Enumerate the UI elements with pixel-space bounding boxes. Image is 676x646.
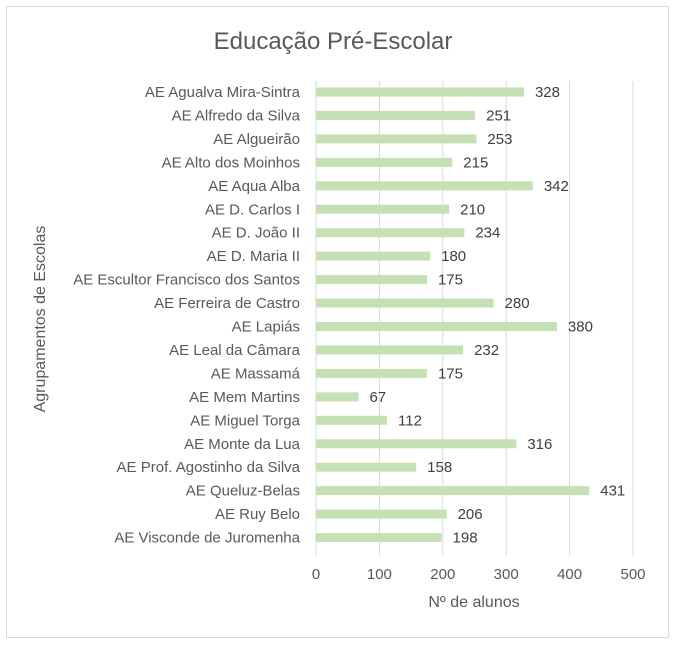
bar (316, 134, 477, 144)
data-label: 180 (441, 248, 466, 265)
data-label: 210 (460, 201, 485, 218)
bar (316, 251, 431, 261)
chart-title: Educação Pré-Escolar (214, 28, 453, 55)
category-label: AE D. Carlos I (205, 201, 300, 218)
category-label: AE Queluz-Belas (186, 483, 300, 500)
data-label: 232 (474, 342, 499, 359)
bar (316, 157, 453, 167)
data-label: 253 (487, 131, 512, 148)
data-label: 328 (535, 84, 560, 101)
data-label: 175 (438, 272, 463, 289)
category-label: AE Leal da Câmara (169, 342, 301, 359)
bar (316, 322, 557, 331)
data-label: 198 (453, 530, 478, 547)
data-label: 112 (398, 412, 422, 429)
bar (316, 486, 590, 496)
bar (316, 509, 447, 519)
category-label: AE Miguel Torga (190, 412, 300, 429)
y-axis-title: Agrupamentos de Escolas (32, 226, 49, 413)
data-label: 67 (369, 389, 386, 406)
bar (316, 298, 494, 308)
category-label: AE Aqua Alba (208, 178, 300, 195)
category-label: AE Algueirão (213, 131, 300, 148)
bar (316, 392, 359, 402)
bar (316, 439, 517, 449)
category-label: AE Ferreira de Castro (154, 295, 300, 312)
category-label: AE Visconde de Juromenha (114, 530, 300, 547)
data-label: 280 (505, 295, 530, 312)
data-label: 380 (568, 319, 593, 336)
bar (316, 110, 476, 120)
data-labels: 328 251 253 215 342 210 234 180 175 280 380 232 175 6… (369, 84, 625, 547)
data-label: 342 (544, 178, 569, 195)
category-label: AE Mem Martins (189, 389, 300, 406)
x-tick-labels: 0 100 200 300 400 500 (312, 566, 646, 583)
category-label: AE D. João II (212, 225, 300, 242)
x-tick-label: 100 (367, 566, 392, 583)
bar (316, 368, 427, 378)
category-label: AE D. Maria II (207, 248, 300, 265)
chart-svg: 328 251 253 215 342 210 234 180 175 280 380 232 175 6… (32, 28, 646, 611)
x-tick-label: 200 (430, 566, 455, 583)
x-tick-label: 400 (557, 566, 582, 583)
category-labels: AE Agualva Mira-Sintra AE Alfredo da Silv… (73, 84, 300, 547)
x-tick-label: 300 (494, 566, 519, 583)
data-label: 175 (438, 365, 463, 382)
data-label: 206 (458, 506, 483, 523)
x-tick-label: 0 (312, 566, 320, 583)
bars (316, 87, 590, 543)
data-label: 431 (600, 483, 625, 500)
data-label: 234 (475, 225, 500, 242)
category-label: AE Alto dos Moinhos (162, 154, 300, 171)
category-label: AE Escultor Francisco dos Santos (73, 272, 300, 289)
category-label: AE Ruy Belo (215, 506, 300, 523)
bar (316, 462, 417, 472)
data-label: 251 (486, 107, 511, 124)
category-label: AE Prof. Agostinho da Silva (117, 459, 301, 476)
bar (316, 415, 388, 425)
bar (316, 275, 427, 285)
category-label: AE Lapiás (232, 319, 300, 336)
x-tick-label: 500 (620, 566, 645, 583)
bar (316, 181, 533, 191)
category-label: AE Massamá (211, 365, 301, 382)
bar (316, 228, 465, 238)
bar (316, 204, 450, 214)
bar (316, 87, 524, 97)
category-label: AE Agualva Mira-Sintra (145, 84, 301, 101)
data-label: 158 (427, 459, 452, 476)
x-axis-title: Nº de alunos (428, 594, 519, 611)
bar (316, 533, 442, 543)
category-label: AE Alfredo da Silva (172, 107, 301, 124)
data-label: 316 (527, 436, 552, 453)
bar (316, 345, 464, 355)
category-label: AE Monte da Lua (184, 436, 301, 453)
data-label: 215 (463, 154, 488, 171)
chart-frame: 328 251 253 215 342 210 234 180 175 280 380 232 175 6… (6, 6, 669, 638)
